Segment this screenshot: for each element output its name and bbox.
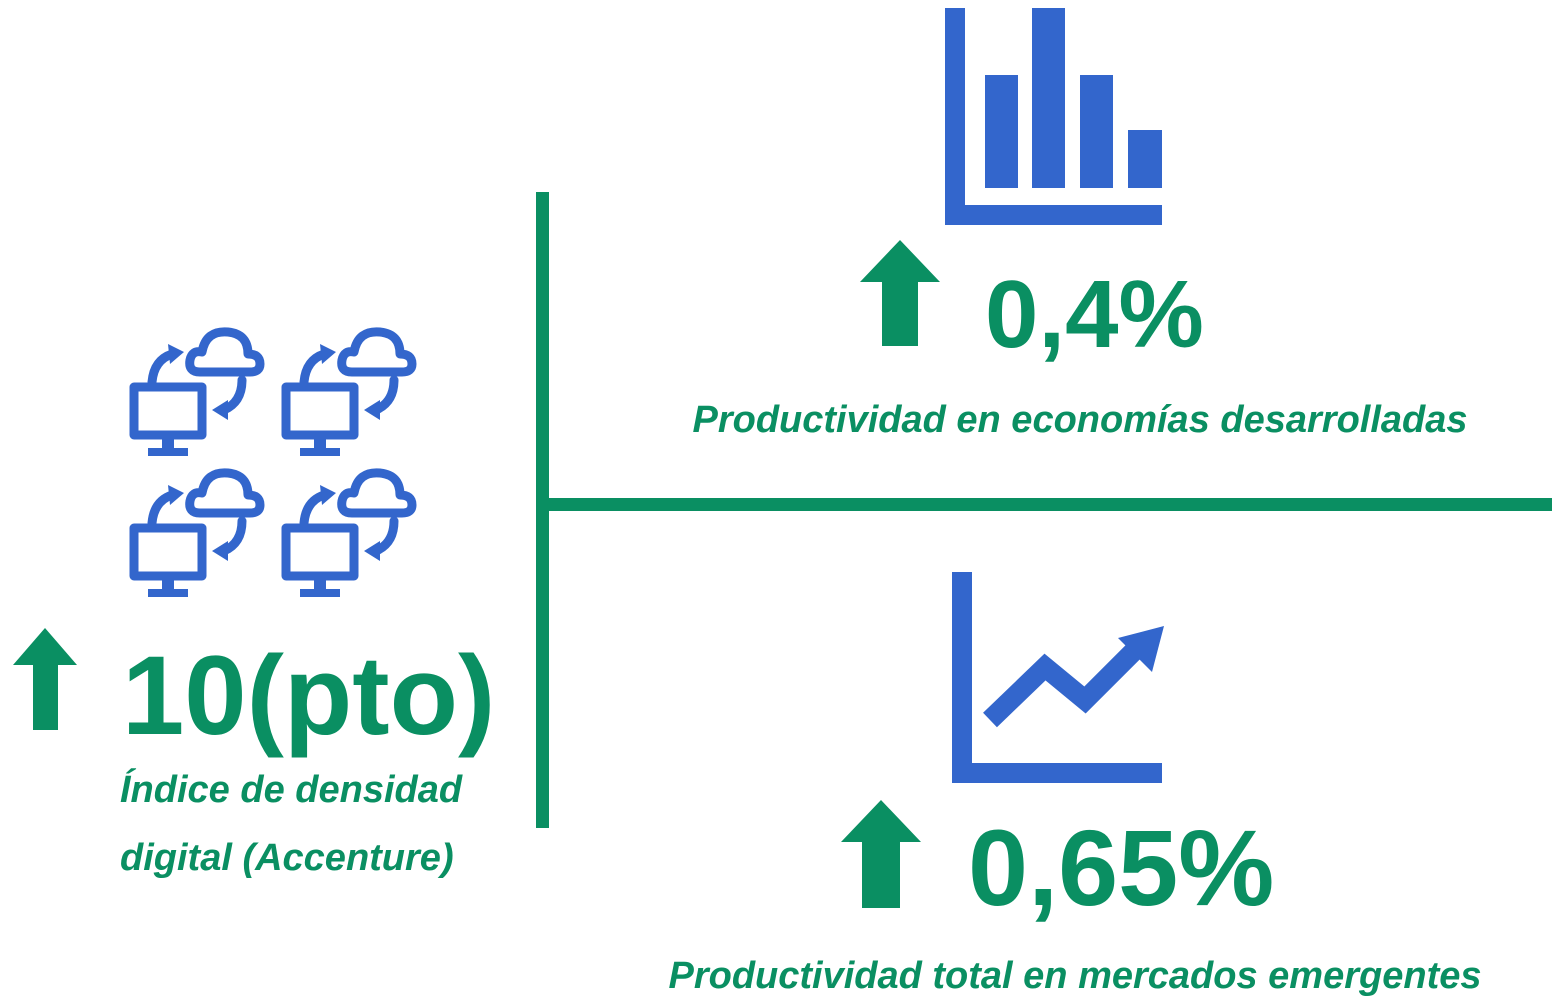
stat-value: 0,65% <box>968 807 1274 928</box>
up-arrow <box>860 240 940 346</box>
stat-label: Productividad total en mercados emergent… <box>668 955 1481 997</box>
stat-label: Productividad en economías desarrolladas <box>692 399 1467 441</box>
stat-label: Índice de densidad <box>120 767 463 811</box>
network-icon <box>134 473 260 597</box>
divider <box>542 498 1552 511</box>
up-arrow <box>841 800 921 908</box>
up-arrow <box>13 628 77 730</box>
stat-value: 0,4% <box>985 261 1204 368</box>
network-icon <box>286 473 412 597</box>
stat-value: 10(pto) <box>122 633 495 758</box>
network-icon <box>134 332 260 456</box>
bar-chart-icon <box>945 8 1162 225</box>
trend-chart-icon <box>952 572 1164 783</box>
stat-label: digital (Accenture) <box>120 837 454 879</box>
network-icon <box>286 332 412 456</box>
